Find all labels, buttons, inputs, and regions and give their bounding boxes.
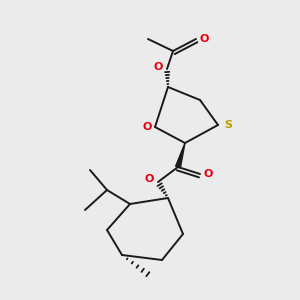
Text: S: S [224,120,232,130]
Polygon shape [176,143,185,168]
Text: O: O [203,169,213,179]
Text: O: O [142,122,152,132]
Text: O: O [199,34,209,44]
Text: O: O [144,174,154,184]
Text: O: O [153,62,163,72]
